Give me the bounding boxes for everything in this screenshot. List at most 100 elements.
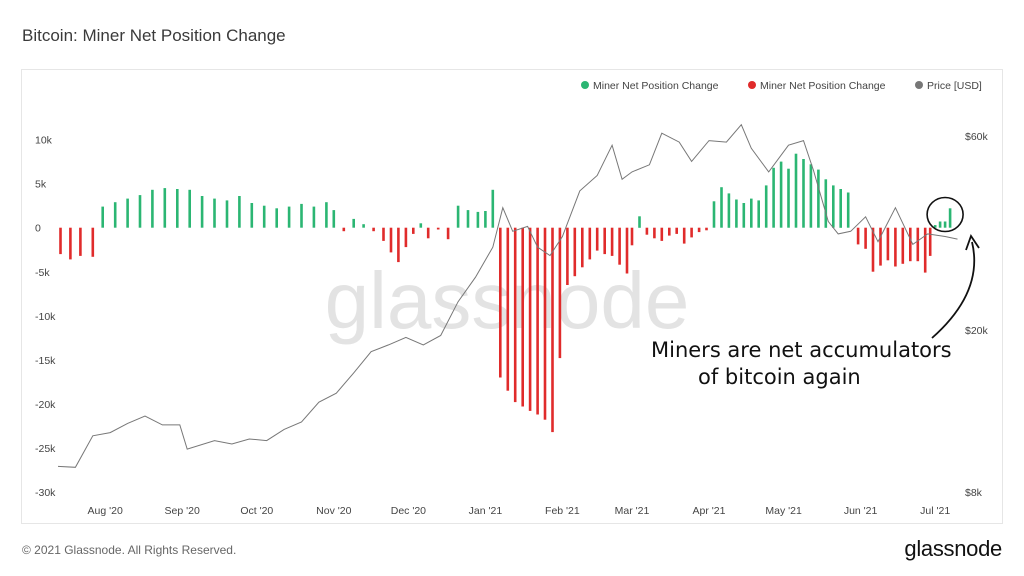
annotation-circle xyxy=(926,196,964,233)
bar-series xyxy=(59,153,952,433)
left-tick-label: 5k xyxy=(35,179,47,191)
legend-label[interactable]: Price [USD] xyxy=(927,80,982,92)
bar xyxy=(325,202,328,228)
left-tick-label: -25k xyxy=(35,443,56,455)
bar xyxy=(894,227,897,267)
x-tick-label: May '21 xyxy=(765,505,802,517)
bar xyxy=(79,227,82,256)
right-axis: $60k $20k $8k xyxy=(965,131,989,499)
x-tick-label: Sep '20 xyxy=(165,505,200,517)
left-tick-label: -5k xyxy=(35,267,50,279)
legend-label[interactable]: Miner Net Position Change xyxy=(593,80,719,92)
bar xyxy=(513,227,517,403)
bar xyxy=(871,227,875,272)
bar xyxy=(446,227,450,240)
bar xyxy=(603,227,606,255)
annotation-text-line-2: of bitcoin again xyxy=(698,365,861,389)
bar xyxy=(938,221,942,228)
bar xyxy=(742,203,746,228)
bar xyxy=(213,198,216,228)
bar xyxy=(404,227,408,248)
bar xyxy=(238,196,241,228)
bar xyxy=(690,227,693,238)
bar xyxy=(879,227,882,266)
x-tick-label: Nov '20 xyxy=(316,505,351,517)
bar xyxy=(573,227,577,277)
bar xyxy=(928,227,932,256)
bar xyxy=(521,227,524,407)
left-tick-label: -20k xyxy=(35,399,56,411)
bar xyxy=(682,227,686,244)
x-tick-label: Jul '21 xyxy=(920,505,950,517)
bar xyxy=(436,227,440,230)
bar xyxy=(397,227,400,263)
x-tick-label: Apr '21 xyxy=(693,505,726,517)
bar xyxy=(856,227,860,245)
annotation-arrow xyxy=(931,241,976,339)
bar xyxy=(705,227,708,231)
bar xyxy=(727,193,731,228)
bar xyxy=(506,227,510,391)
bar xyxy=(275,208,278,228)
bar xyxy=(809,164,813,228)
legend-swatch xyxy=(748,81,756,89)
left-tick-label: -30k xyxy=(35,487,56,499)
x-tick-label: Dec '20 xyxy=(391,505,426,517)
bar xyxy=(618,227,621,265)
bar xyxy=(163,188,167,228)
bar xyxy=(188,189,191,228)
bar xyxy=(886,227,890,261)
bar xyxy=(933,225,937,228)
bar xyxy=(352,218,355,228)
left-tick-label: 10k xyxy=(35,135,53,147)
bar xyxy=(59,227,62,255)
right-tick-label: $20k xyxy=(965,325,989,337)
bar xyxy=(735,199,738,228)
bar xyxy=(802,159,805,228)
bar xyxy=(787,168,790,228)
x-tick-label: Jun '21 xyxy=(844,505,878,517)
bar xyxy=(720,187,723,228)
bar xyxy=(668,227,671,236)
legend-label[interactable]: Miner Net Position Change xyxy=(760,80,886,92)
bar xyxy=(491,189,495,228)
legend[interactable]: Miner Net Position Change Miner Net Posit… xyxy=(581,80,982,92)
bar xyxy=(864,227,867,249)
bar xyxy=(262,205,266,228)
bar xyxy=(675,227,678,234)
bar xyxy=(536,227,539,415)
bar xyxy=(653,227,656,239)
bar xyxy=(456,205,460,228)
bar xyxy=(948,208,952,228)
bar xyxy=(101,206,104,228)
bar xyxy=(543,227,547,420)
x-tick-label: Jan '21 xyxy=(469,505,503,517)
bar xyxy=(764,185,768,228)
bar xyxy=(595,227,599,251)
bar xyxy=(138,195,142,228)
bar xyxy=(566,227,569,285)
bar xyxy=(91,227,95,257)
bar xyxy=(250,203,254,228)
footer-logo[interactable]: glassnode xyxy=(904,536,1002,561)
bar xyxy=(817,169,820,228)
bar xyxy=(660,227,664,241)
annotation-text-line-1: Miners are net accumulators xyxy=(651,338,952,362)
x-tick-label: Mar '21 xyxy=(615,505,650,517)
bar xyxy=(426,227,430,239)
bar xyxy=(528,227,532,411)
legend-swatch xyxy=(581,81,589,89)
x-axis: Aug '20 Sep '20 Oct '20 Nov '20 Dec '20 Jan '… xyxy=(88,505,951,517)
chart-frame: glassnode 10k5k0-5k-10k-15k-20k-25k-30k … xyxy=(21,69,1003,524)
price-line xyxy=(57,123,958,468)
bar xyxy=(923,227,927,273)
bar xyxy=(588,227,592,260)
bar xyxy=(610,227,614,256)
bar xyxy=(225,200,229,228)
bar xyxy=(645,227,649,235)
bar xyxy=(551,227,554,433)
bar xyxy=(300,203,303,228)
bar xyxy=(389,227,393,253)
bar xyxy=(901,227,905,264)
bar xyxy=(832,185,835,228)
